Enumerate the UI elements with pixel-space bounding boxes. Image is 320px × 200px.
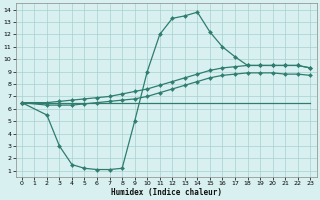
X-axis label: Humidex (Indice chaleur): Humidex (Indice chaleur) <box>110 188 221 197</box>
